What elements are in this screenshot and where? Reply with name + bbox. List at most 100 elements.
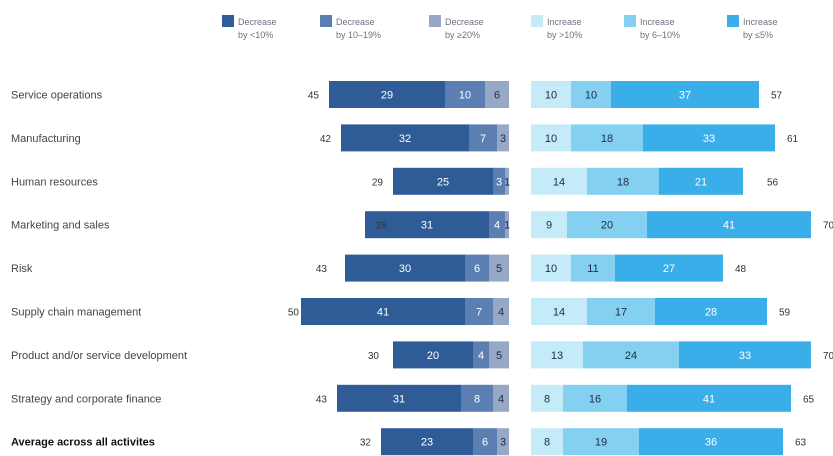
bar-supply-chain-management-increase-by-6-10: [587, 298, 655, 325]
category-label-marketing-and-sales: Marketing and sales: [11, 220, 110, 232]
bar-human-resources-decrease-by-10: [393, 167, 493, 195]
chart-legend: Decrease by <10% Decrease by 10–19% Decrease…: [222, 15, 778, 40]
bar-strategy-and-corporate-finance-decrease-by-20: [493, 384, 509, 412]
bar-risk-decrease-by-10-19: [465, 254, 489, 282]
increase-total-strategy-and-corporate-finance: 65: [803, 394, 815, 405]
legend-label-increase-by-6-10: by 6–10%: [640, 30, 680, 40]
bar-risk-increase-by-10: [531, 254, 571, 282]
decrease-total-manufacturing: 42: [320, 134, 332, 145]
bar-manufacturing-decrease-by-20: [497, 124, 509, 152]
bar-value-marketing-and-sales-increase-by-5: 41: [723, 220, 735, 232]
increase-total-marketing-and-sales: 70: [823, 221, 833, 232]
bar-strategy-and-corporate-finance-increase-by-5: [627, 384, 791, 412]
bar-value-marketing-and-sales-decrease-by-10: 31: [421, 220, 433, 232]
bar-average-across-all-activites-increase-by-6-10: [563, 428, 639, 456]
bar-average-across-all-activites-increase-by-10: [531, 428, 563, 456]
bar-service-operations-increase-by-10: [531, 81, 571, 108]
bar-value-manufacturing-increase-by-5: 33: [703, 133, 715, 145]
bar-value-supply-chain-management-increase-by-5: 28: [705, 307, 717, 319]
bar-value-strategy-and-corporate-finance-decrease-by-20: 4: [498, 393, 504, 405]
bar-average-across-all-activites-increase-by-5: [639, 428, 783, 456]
bar-human-resources-increase-by-10: [531, 167, 587, 195]
bar-marketing-and-sales-increase-by-5: [647, 211, 811, 239]
bar-human-resources-decrease-by-20: [505, 167, 509, 195]
bar-average-across-all-activites-decrease-by-10: [381, 428, 473, 456]
bar-value-manufacturing-decrease-by-10-19: 7: [480, 133, 486, 145]
bar-average-across-all-activites-decrease-by-10-19: [473, 428, 497, 456]
category-label-risk: Risk: [11, 263, 33, 275]
legend-label-increase-by-10: Increase: [547, 17, 582, 27]
bar-value-supply-chain-management-increase-by-6-10: 17: [615, 307, 627, 319]
legend-label-increase-by-6-10: Increase: [640, 17, 675, 27]
bar-human-resources-increase-by-5: [659, 167, 743, 195]
category-label-manufacturing: Manufacturing: [11, 133, 81, 145]
bar-strategy-and-corporate-finance-increase-by-6-10: [563, 384, 627, 412]
bar-value-supply-chain-management-decrease-by-20: 4: [498, 307, 504, 319]
legend-label-increase-by-10: by >10%: [547, 30, 582, 40]
bar-service-operations-decrease-by-10-19: [445, 81, 485, 108]
bar-product-and-or-service-development-increase-by-10: [531, 341, 583, 369]
bar-value-human-resources-decrease-by-20: 1: [504, 176, 510, 188]
bar-value-risk-increase-by-6-10: 11: [587, 263, 598, 275]
bar-value-manufacturing-decrease-by-10: 32: [399, 133, 411, 145]
legend-label-increase-by-5: by ≤5%: [743, 30, 773, 40]
bar-service-operations-increase-by-6-10: [571, 81, 611, 108]
bar-value-product-and-or-service-development-decrease-by-10: 20: [427, 350, 439, 362]
bar-strategy-and-corporate-finance-decrease-by-10: [337, 384, 461, 412]
bar-risk-increase-by-6-10: [571, 254, 615, 282]
bar-human-resources-increase-by-6-10: [587, 167, 659, 195]
bar-supply-chain-management-decrease-by-10: [301, 298, 465, 325]
increase-total-average-across-all-activites: 63: [795, 438, 807, 449]
bar-supply-chain-management-decrease-by-20: [493, 298, 509, 325]
bar-value-risk-increase-by-5: 27: [663, 263, 675, 275]
bar-value-strategy-and-corporate-finance-increase-by-5: 41: [703, 393, 715, 405]
category-label-service-operations: Service operations: [11, 90, 103, 102]
bar-value-service-operations-decrease-by-10: 29: [381, 90, 393, 102]
bar-value-manufacturing-increase-by-10: 10: [545, 133, 557, 145]
bar-marketing-and-sales-increase-by-10: [531, 211, 567, 239]
bar-risk-decrease-by-20: [489, 254, 509, 282]
legend-label-decrease-by-20: Decrease: [445, 17, 484, 27]
bar-value-service-operations-decrease-by-20: 6: [494, 90, 500, 102]
bar-value-strategy-and-corporate-finance-increase-by-10: 8: [544, 393, 550, 405]
increase-total-manufacturing: 61: [787, 134, 799, 145]
legend-label-decrease-by-10: by <10%: [238, 30, 273, 40]
legend-swatch-increase-by-10: [531, 15, 543, 27]
bar-value-service-operations-decrease-by-10-19: 10: [459, 90, 471, 102]
decrease-total-average-across-all-activites: 32: [360, 438, 372, 449]
legend-swatch-increase-by-6-10: [624, 15, 636, 27]
decrease-total-marketing-and-sales: 28: [376, 221, 388, 232]
decrease-total-human-resources: 29: [372, 177, 384, 188]
decrease-total-risk: 43: [316, 264, 328, 275]
bar-product-and-or-service-development-increase-by-6-10: [583, 341, 679, 369]
legend-swatch-decrease-by-10: [222, 15, 234, 27]
bar-value-human-resources-increase-by-6-10: 18: [617, 176, 629, 188]
category-label-average-across-all-activites: Average across all activites: [11, 437, 155, 449]
bar-value-supply-chain-management-decrease-by-10-19: 7: [476, 307, 482, 319]
bar-value-product-and-or-service-development-increase-by-10: 13: [551, 350, 563, 362]
legend-swatch-increase-by-5: [727, 15, 739, 27]
bar-value-average-across-all-activites-decrease-by-10-19: 6: [482, 437, 488, 449]
category-label-strategy-and-corporate-finance: Strategy and corporate finance: [11, 393, 161, 405]
legend-label-decrease-by-10-19: Decrease: [336, 17, 375, 27]
bar-value-marketing-and-sales-decrease-by-20: 1: [504, 220, 510, 232]
increase-total-human-resources: 56: [767, 177, 779, 188]
category-label-human-resources: Human resources: [11, 176, 98, 188]
bar-product-and-or-service-development-decrease-by-20: [489, 341, 509, 369]
category-labels: Service operations Manufacturing Human res…: [11, 90, 187, 449]
bar-value-risk-decrease-by-10: 30: [399, 263, 411, 275]
bar-value-average-across-all-activites-increase-by-5: 36: [705, 437, 717, 449]
bar-value-manufacturing-decrease-by-20: 3: [500, 133, 506, 145]
bar-product-and-or-service-development-decrease-by-10-19: [473, 341, 489, 369]
decrease-total-product-and-or-service-development: 30: [368, 351, 380, 362]
bar-strategy-and-corporate-finance-decrease-by-10-19: [461, 384, 493, 412]
bar-value-marketing-and-sales-increase-by-10: 9: [546, 220, 552, 232]
legend-swatch-decrease-by-10-19: [320, 15, 332, 27]
bar-manufacturing-increase-by-6-10: [571, 124, 643, 152]
category-label-product-and-or-service-development: Product and/or service development: [11, 350, 187, 362]
bar-service-operations-increase-by-5: [611, 81, 759, 108]
decrease-total-strategy-and-corporate-finance: 43: [316, 394, 328, 405]
bar-value-risk-decrease-by-10-19: 6: [474, 263, 480, 275]
